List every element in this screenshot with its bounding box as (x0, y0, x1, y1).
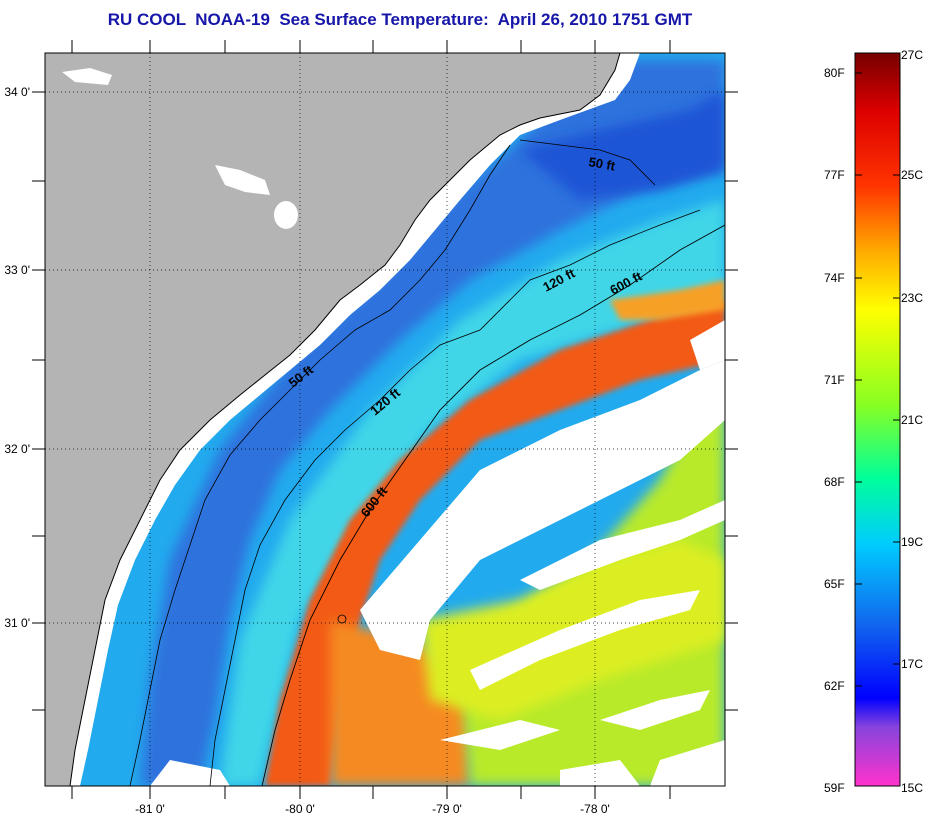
isobath-label: 50 ft (587, 154, 617, 174)
isobath-120ft (209, 209, 701, 786)
sst-map[interactable]: 50 ft 50 ft 120 ft 120 ft 600 ft 600 ft (45, 53, 725, 786)
colorbar-f-label: 74F (824, 271, 845, 285)
colorbar-c-label: 17C (901, 657, 924, 671)
colorbar-c-label: 19C (901, 535, 924, 549)
colorbar-f-label: 65F (824, 577, 845, 591)
map-frame (44, 52, 726, 787)
lon-label: -78 0' (580, 802, 610, 816)
warm-patch-ne (610, 280, 725, 320)
cloud-cover (150, 320, 725, 786)
colorbar-c-label: 21C (901, 413, 924, 427)
axis-ticks (32, 40, 738, 799)
colorbar-f-label: 80F (824, 66, 845, 80)
lat-label: 33 0' (4, 263, 30, 277)
gulf-stream-region (265, 300, 725, 786)
coastline (69, 53, 621, 786)
colorbar-f-label: 68F (824, 475, 845, 489)
lon-label: -81 0' (135, 802, 165, 816)
colorbar-c-label: 25C (901, 168, 924, 182)
isobath-600ft (261, 224, 725, 786)
colorbar-f-label: 71F (824, 373, 845, 387)
lat-label: 32 0' (4, 442, 30, 456)
lat-label: 34 0' (4, 85, 30, 99)
colorbar-f-label: 59F (824, 781, 845, 795)
colorbar-f-label: 62F (824, 679, 845, 693)
mid-shelf-region (220, 200, 725, 786)
inland-lakes (62, 68, 298, 229)
isobath-50ft (129, 139, 656, 786)
colorbar-c-label: 23C (901, 291, 924, 305)
colorbar-c-label: 15C (901, 781, 924, 795)
graticule (45, 53, 725, 786)
lat-label: 31 0' (4, 616, 30, 630)
lon-label: -79 0' (432, 802, 462, 816)
lon-label: -80 0' (285, 802, 315, 816)
land-mass (45, 53, 620, 786)
colorbar-c-label: 27C (901, 48, 924, 62)
colorbar-f-label: 77F (824, 168, 845, 182)
colorbar (854, 52, 901, 787)
colorbar-ticks (855, 72, 900, 687)
map-title: RU COOL NOAA-19 Sea Surface Temperature:… (107, 10, 693, 29)
deep-blue-patch (520, 90, 725, 200)
